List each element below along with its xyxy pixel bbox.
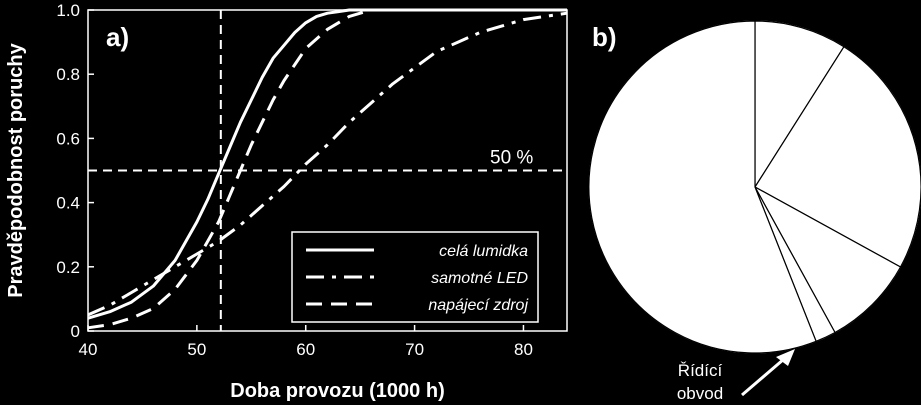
pie-slice-2 <box>754 45 921 268</box>
y-tick-label: 0.4 <box>56 194 80 213</box>
slice-label-line-2: obvod <box>677 384 723 403</box>
x-tick-label: 70 <box>405 340 424 359</box>
y-tick-label: 1.0 <box>56 1 80 20</box>
pie-slice-5 <box>588 20 817 354</box>
legend-box <box>291 231 539 323</box>
x-axis-label: Doba provozu (1000 h) <box>230 380 444 402</box>
pie-chart-panel: b) Řídící obvod <box>588 20 921 403</box>
slice-label-line-1: Řídící <box>678 361 723 380</box>
x-tick-label: 80 <box>514 340 533 359</box>
line-chart-panel: 40 50 60 70 80 0 0.2 0.4 0.6 0.8 1.0 a) 50 % celá… <box>5 1 568 402</box>
series-line-1 <box>87 8 567 320</box>
fifty-percent-label: 50 % <box>490 148 533 169</box>
slice-pointer-arrow <box>741 357 785 397</box>
y-tick-label: 0.2 <box>56 258 80 277</box>
series-lines <box>87 8 568 330</box>
y-tick-label: 0.6 <box>56 129 80 148</box>
x-tick-label: 40 <box>79 340 98 359</box>
y-tick-label: 0 <box>71 322 80 341</box>
pie-slices <box>588 20 921 354</box>
x-axis-ticks: 40 50 60 70 80 <box>79 325 533 359</box>
pie-slice-1 <box>754 20 845 190</box>
pie-slice-3 <box>753 185 902 334</box>
legend-entry-1: celá lumidka <box>439 243 528 260</box>
panel-label-b: b) <box>592 22 617 52</box>
panel-label-a: a) <box>106 22 129 52</box>
y-axis-label: Pravděpodobnost poruchy <box>5 42 27 297</box>
legend: celá lumidka samotné LED napájecí zdroj <box>291 231 539 323</box>
y-axis-ticks: 0 0.2 0.4 0.6 0.8 1.0 <box>56 1 94 341</box>
slice-pointer-arrowhead <box>776 349 795 366</box>
series-line-3 <box>87 8 567 330</box>
x-tick-label: 50 <box>187 340 206 359</box>
reference-lines <box>88 10 567 331</box>
legend-entry-2: samotné LED <box>431 270 528 287</box>
y-tick-label: 0.8 <box>56 65 80 84</box>
x-tick-label: 60 <box>296 340 315 359</box>
series-line-2 <box>87 11 568 317</box>
legend-entry-3: napájecí zdroj <box>428 297 528 314</box>
